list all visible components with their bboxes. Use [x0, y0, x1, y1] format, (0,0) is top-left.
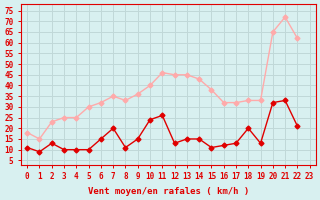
X-axis label: Vent moyen/en rafales ( km/h ): Vent moyen/en rafales ( km/h ) [88, 187, 249, 196]
